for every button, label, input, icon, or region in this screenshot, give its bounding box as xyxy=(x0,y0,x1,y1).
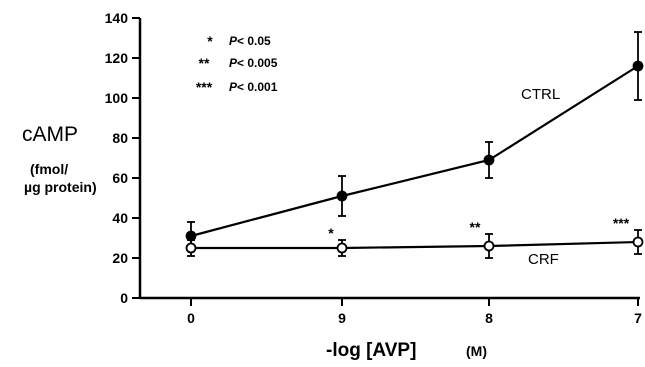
series-label-ctrl: CTRL xyxy=(521,86,560,103)
x-tick-label: 9 xyxy=(338,310,346,326)
y-axis-ticks: 0 20 40 60 80 100 120 140 xyxy=(105,10,140,306)
data-point-ctrl xyxy=(483,154,495,166)
series-line-ctrl xyxy=(190,65,639,238)
y-tick-label: 100 xyxy=(105,90,129,106)
legend-p-value: P< 0.005 xyxy=(229,56,278,70)
series-layer: * ** *** xyxy=(185,31,644,259)
y-tick-label: 60 xyxy=(112,170,128,186)
series-crf: * ** *** xyxy=(185,215,644,259)
x-axis-unit: (M) xyxy=(466,343,487,359)
y-tick-label: 40 xyxy=(112,210,128,226)
x-tick-label: 8 xyxy=(485,310,493,326)
data-point-crf xyxy=(336,242,348,254)
y-tick-label: 80 xyxy=(112,130,128,146)
significance-marker: * xyxy=(328,225,334,241)
series-line-crf xyxy=(191,240,639,250)
significance-legend: * P< 0.05 ** P< 0.005 *** P< 0.001 xyxy=(196,33,278,95)
legend-p-value: P< 0.05 xyxy=(229,34,271,48)
x-tick-label: 7 xyxy=(634,310,642,326)
x-axis-ticks: 0 9 8 7 xyxy=(187,298,642,326)
x-tick-label: 0 xyxy=(187,310,195,326)
y-axis-unit-line2: µg protein) xyxy=(24,179,97,195)
data-point-crf xyxy=(185,242,197,254)
y-tick-label: 20 xyxy=(112,250,128,266)
legend-stars: ** xyxy=(199,55,210,71)
data-point-crf xyxy=(483,240,495,252)
y-axis-unit-line1: (fmol/ xyxy=(30,161,68,177)
data-point-ctrl xyxy=(632,60,644,72)
significance-marker: ** xyxy=(470,219,481,235)
series-ctrl xyxy=(185,31,644,251)
y-axis-title: cAMP xyxy=(22,123,78,146)
legend-p-value: P< 0.001 xyxy=(229,80,278,94)
significance-marker: *** xyxy=(613,215,630,231)
data-point-crf xyxy=(632,236,644,248)
x-axis-title: -log [AVP] xyxy=(326,340,416,361)
data-point-ctrl xyxy=(336,190,348,202)
y-tick-label: 0 xyxy=(120,290,128,306)
y-tick-label: 140 xyxy=(105,10,129,26)
legend-stars: *** xyxy=(196,79,213,95)
y-tick-label: 120 xyxy=(105,50,129,66)
legend-stars: * xyxy=(207,33,213,49)
series-label-crf: CRF xyxy=(528,251,559,268)
